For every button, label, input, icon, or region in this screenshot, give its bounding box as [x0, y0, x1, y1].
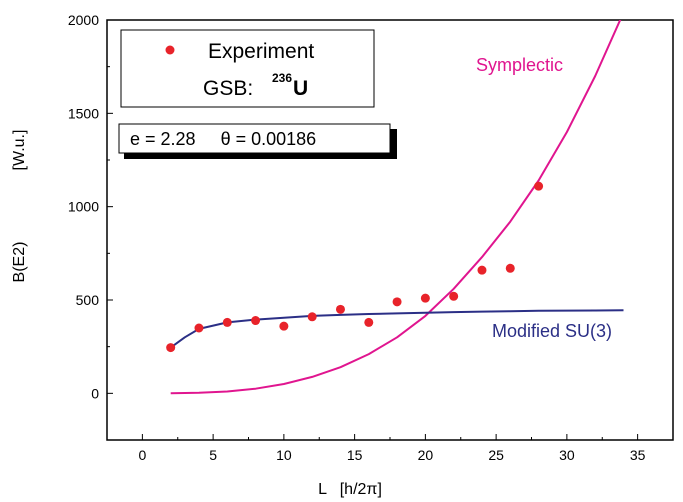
y-tick-label: 500 — [76, 292, 100, 308]
x-tick-label: 5 — [209, 447, 217, 463]
experiment-point — [251, 316, 261, 326]
symplectic-curve — [170, 20, 622, 395]
x-tick-label: 0 — [138, 447, 146, 463]
experiment-point — [477, 265, 487, 275]
x-axis-ticks: 0 5 10 15 20 25 30 35 — [138, 434, 646, 463]
experiment-point — [166, 343, 176, 353]
x-tick-label: 35 — [630, 447, 646, 463]
x-tick-label: 25 — [488, 447, 504, 463]
modified-su3-label: Modified SU(3) — [492, 321, 612, 341]
y-axis-ticks: 0 500 1000 1500 2000 — [68, 12, 113, 441]
legend-frame — [120, 29, 375, 108]
legend-experiment-label: Experiment — [208, 40, 314, 63]
experiment-point — [307, 312, 317, 322]
x-tick-label: 15 — [347, 447, 363, 463]
x-tick-label: 20 — [418, 447, 434, 463]
legend-gsb-label: GSB: — [203, 77, 253, 100]
experiment-point — [194, 323, 204, 333]
symplectic-label: Symplectic — [476, 55, 563, 75]
experiment-point — [335, 304, 345, 314]
parameter-text: e = 2.28 θ = 0.00186 — [130, 129, 316, 149]
experiment-point — [420, 293, 430, 303]
modified-su3-curve — [170, 309, 624, 349]
y-tick-label: 1500 — [68, 105, 99, 121]
experiment-point — [449, 291, 459, 301]
x-tick-label: 30 — [559, 447, 575, 463]
y-tick-label: 2000 — [68, 12, 99, 28]
experiment-points — [166, 181, 544, 353]
experiment-point — [392, 297, 402, 307]
parameter-frame — [118, 123, 391, 154]
legend-mass-number: 236 — [272, 71, 292, 85]
legend-box: Experiment GSB: 236 U — [120, 29, 375, 108]
x-axis-title: L [h/2π] — [318, 481, 382, 498]
experiment-point — [534, 181, 544, 191]
experiment-point — [364, 317, 374, 327]
parameter-box: e = 2.28 θ = 0.00186 — [118, 123, 397, 159]
y-axis-title-quantity: B(E2) — [11, 242, 28, 283]
legend-element: U — [293, 77, 308, 100]
experiment-point — [505, 263, 515, 273]
legend-marker — [165, 45, 175, 55]
y-axis-title-unit: [W.u.] — [11, 130, 28, 171]
series-lines — [170, 20, 624, 395]
experiment-point — [222, 317, 232, 327]
y-tick-label: 1000 — [68, 199, 99, 215]
experiment-point — [279, 321, 289, 331]
x-tick-label: 10 — [276, 447, 292, 463]
y-tick-label: 0 — [91, 385, 99, 401]
